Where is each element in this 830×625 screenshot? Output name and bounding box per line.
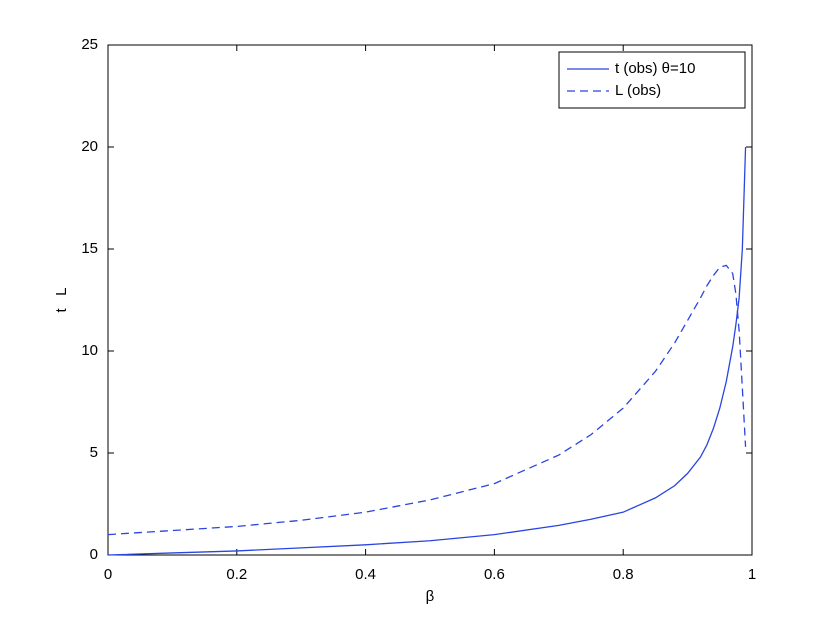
y-tick-label: 10 (81, 342, 98, 359)
y-tick-label: 0 (90, 546, 98, 563)
series-line (107, 146, 747, 556)
y-tick-label: 25 (81, 36, 98, 53)
plot-frame (107, 44, 753, 556)
y-tick-label: 5 (90, 444, 98, 461)
x-tick-label: 0.6 (484, 566, 505, 583)
legend: t (obs) θ=10 L (obs) (558, 51, 746, 109)
x-tick-label: 1 (748, 566, 756, 583)
x-tick-label: 0.8 (613, 566, 634, 583)
x-tick-label: 0.4 (355, 566, 376, 583)
legend-label: t (obs) θ=10 (615, 60, 695, 77)
y-tick-label: 15 (81, 240, 98, 257)
x-tick-label: 0 (104, 566, 112, 583)
y-axis-label: t L (53, 287, 70, 312)
series-line (107, 264, 747, 536)
x-tick-label: 0.2 (226, 566, 247, 583)
legend-label: L (obs) (615, 82, 661, 99)
legend-box (558, 51, 746, 109)
x-axis-label: β (426, 588, 435, 605)
y-tick-label: 20 (81, 138, 98, 155)
